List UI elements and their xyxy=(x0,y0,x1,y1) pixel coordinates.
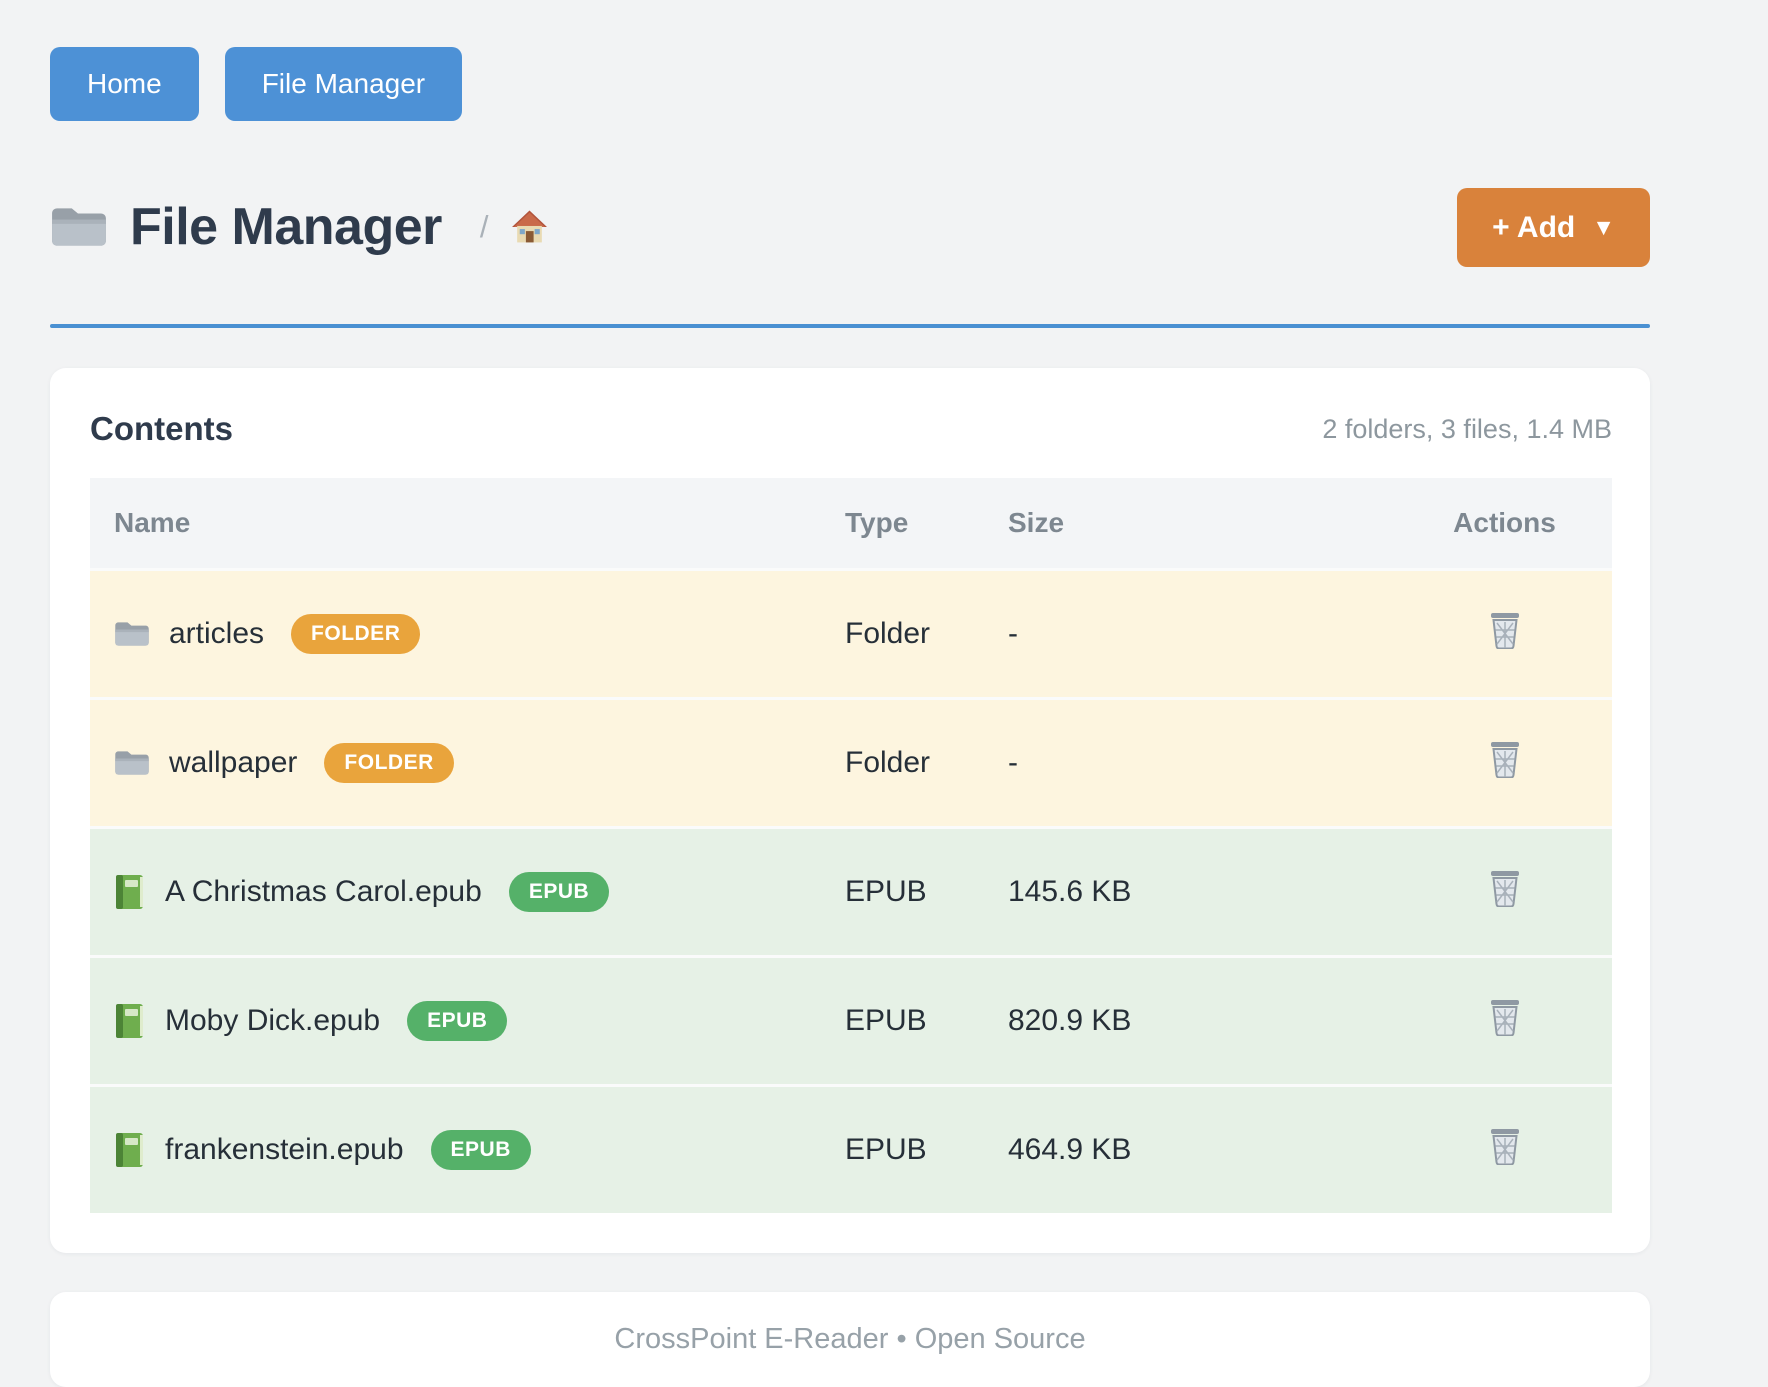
book-icon xyxy=(114,1132,146,1168)
type-cell: Folder xyxy=(845,568,1008,699)
delete-button[interactable] xyxy=(1488,869,1522,910)
nav-home-button[interactable]: Home xyxy=(50,47,199,121)
size-cell: - xyxy=(1008,568,1397,699)
type-badge: FOLDER xyxy=(291,614,421,654)
contents-summary: 2 folders, 3 files, 1.4 MB xyxy=(1322,413,1612,444)
folder-icon xyxy=(50,203,108,251)
type-badge: EPUB xyxy=(508,872,610,912)
trash-icon xyxy=(1488,613,1522,652)
size-cell: 464.9 KB xyxy=(1008,1084,1397,1213)
file-name[interactable]: articles xyxy=(169,617,265,650)
type-cell: EPUB xyxy=(845,1084,1008,1213)
page-title: File Manager xyxy=(130,197,442,256)
name-cell: Moby Dick.epub EPUB xyxy=(90,1001,845,1041)
breadcrumb-home-icon[interactable] xyxy=(511,209,548,245)
table-row[interactable]: frankenstein.epub EPUB EPUB 464.9 KB xyxy=(90,1084,1612,1213)
trash-icon xyxy=(1488,871,1522,910)
table-row[interactable]: A Christmas Carol.epub EPUB EPUB 145.6 K… xyxy=(90,826,1612,957)
add-button[interactable]: + Add ▼ xyxy=(1457,188,1650,267)
file-name[interactable]: A Christmas Carol.epub xyxy=(165,875,482,908)
nav-file-manager-button[interactable]: File Manager xyxy=(224,47,463,121)
table-header-row: Name Type Size Actions xyxy=(90,478,1612,570)
name-cell: A Christmas Carol.epub EPUB xyxy=(90,872,845,912)
delete-button[interactable] xyxy=(1488,1127,1522,1168)
delete-button[interactable] xyxy=(1488,998,1522,1039)
contents-card-header: Contents 2 folders, 3 files, 1.4 MB xyxy=(90,410,1612,448)
files-table: Name Type Size Actions articles xyxy=(90,478,1612,1213)
footer-text: CrossPoint E-Reader • Open Source xyxy=(614,1323,1086,1355)
top-nav: Home File Manager xyxy=(50,47,1650,121)
size-cell: - xyxy=(1008,697,1397,828)
trash-icon xyxy=(1488,1000,1522,1039)
type-cell: Folder xyxy=(845,697,1008,828)
contents-title: Contents xyxy=(90,410,233,447)
file-name[interactable]: frankenstein.epub xyxy=(165,1133,404,1166)
book-icon xyxy=(114,1003,146,1039)
folder-icon xyxy=(114,748,150,778)
delete-button[interactable] xyxy=(1488,611,1522,652)
table-row[interactable]: Moby Dick.epub EPUB EPUB 820.9 KB xyxy=(90,955,1612,1086)
column-header-type: Type xyxy=(845,478,1008,570)
file-name[interactable]: Moby Dick.epub xyxy=(165,1004,381,1037)
trash-icon xyxy=(1488,1129,1522,1168)
table-row[interactable]: wallpaper FOLDER Folder - xyxy=(90,697,1612,828)
footer-card: CrossPoint E-Reader • Open Source xyxy=(50,1292,1650,1387)
type-cell: EPUB xyxy=(845,826,1008,957)
name-cell: articles FOLDER xyxy=(90,614,845,654)
name-cell: frankenstein.epub EPUB xyxy=(90,1130,845,1170)
trash-icon xyxy=(1488,742,1522,781)
delete-button[interactable] xyxy=(1488,740,1522,781)
folder-icon xyxy=(114,619,150,649)
type-badge: EPUB xyxy=(407,1001,508,1041)
page-header: File Manager / + Add ▼ xyxy=(50,188,1650,267)
file-name[interactable]: wallpaper xyxy=(169,746,298,779)
table-row[interactable]: articles FOLDER Folder - xyxy=(90,568,1612,699)
type-cell: EPUB xyxy=(845,955,1008,1086)
contents-card: Contents 2 folders, 3 files, 1.4 MB Name… xyxy=(50,368,1650,1253)
column-header-name: Name xyxy=(90,478,845,570)
breadcrumb-separator: / xyxy=(479,209,489,245)
column-header-size: Size xyxy=(1008,478,1397,570)
size-cell: 820.9 KB xyxy=(1008,955,1397,1086)
size-cell: 145.6 KB xyxy=(1008,826,1397,957)
caret-down-icon: ▼ xyxy=(1592,214,1615,240)
name-cell: wallpaper FOLDER xyxy=(90,743,845,783)
type-badge: FOLDER xyxy=(324,743,454,783)
header-divider xyxy=(50,324,1650,328)
type-badge: EPUB xyxy=(430,1130,531,1170)
column-header-actions: Actions xyxy=(1397,478,1612,570)
add-button-label: + Add xyxy=(1492,210,1576,244)
book-icon xyxy=(114,874,146,910)
title-group: File Manager / xyxy=(50,198,548,258)
